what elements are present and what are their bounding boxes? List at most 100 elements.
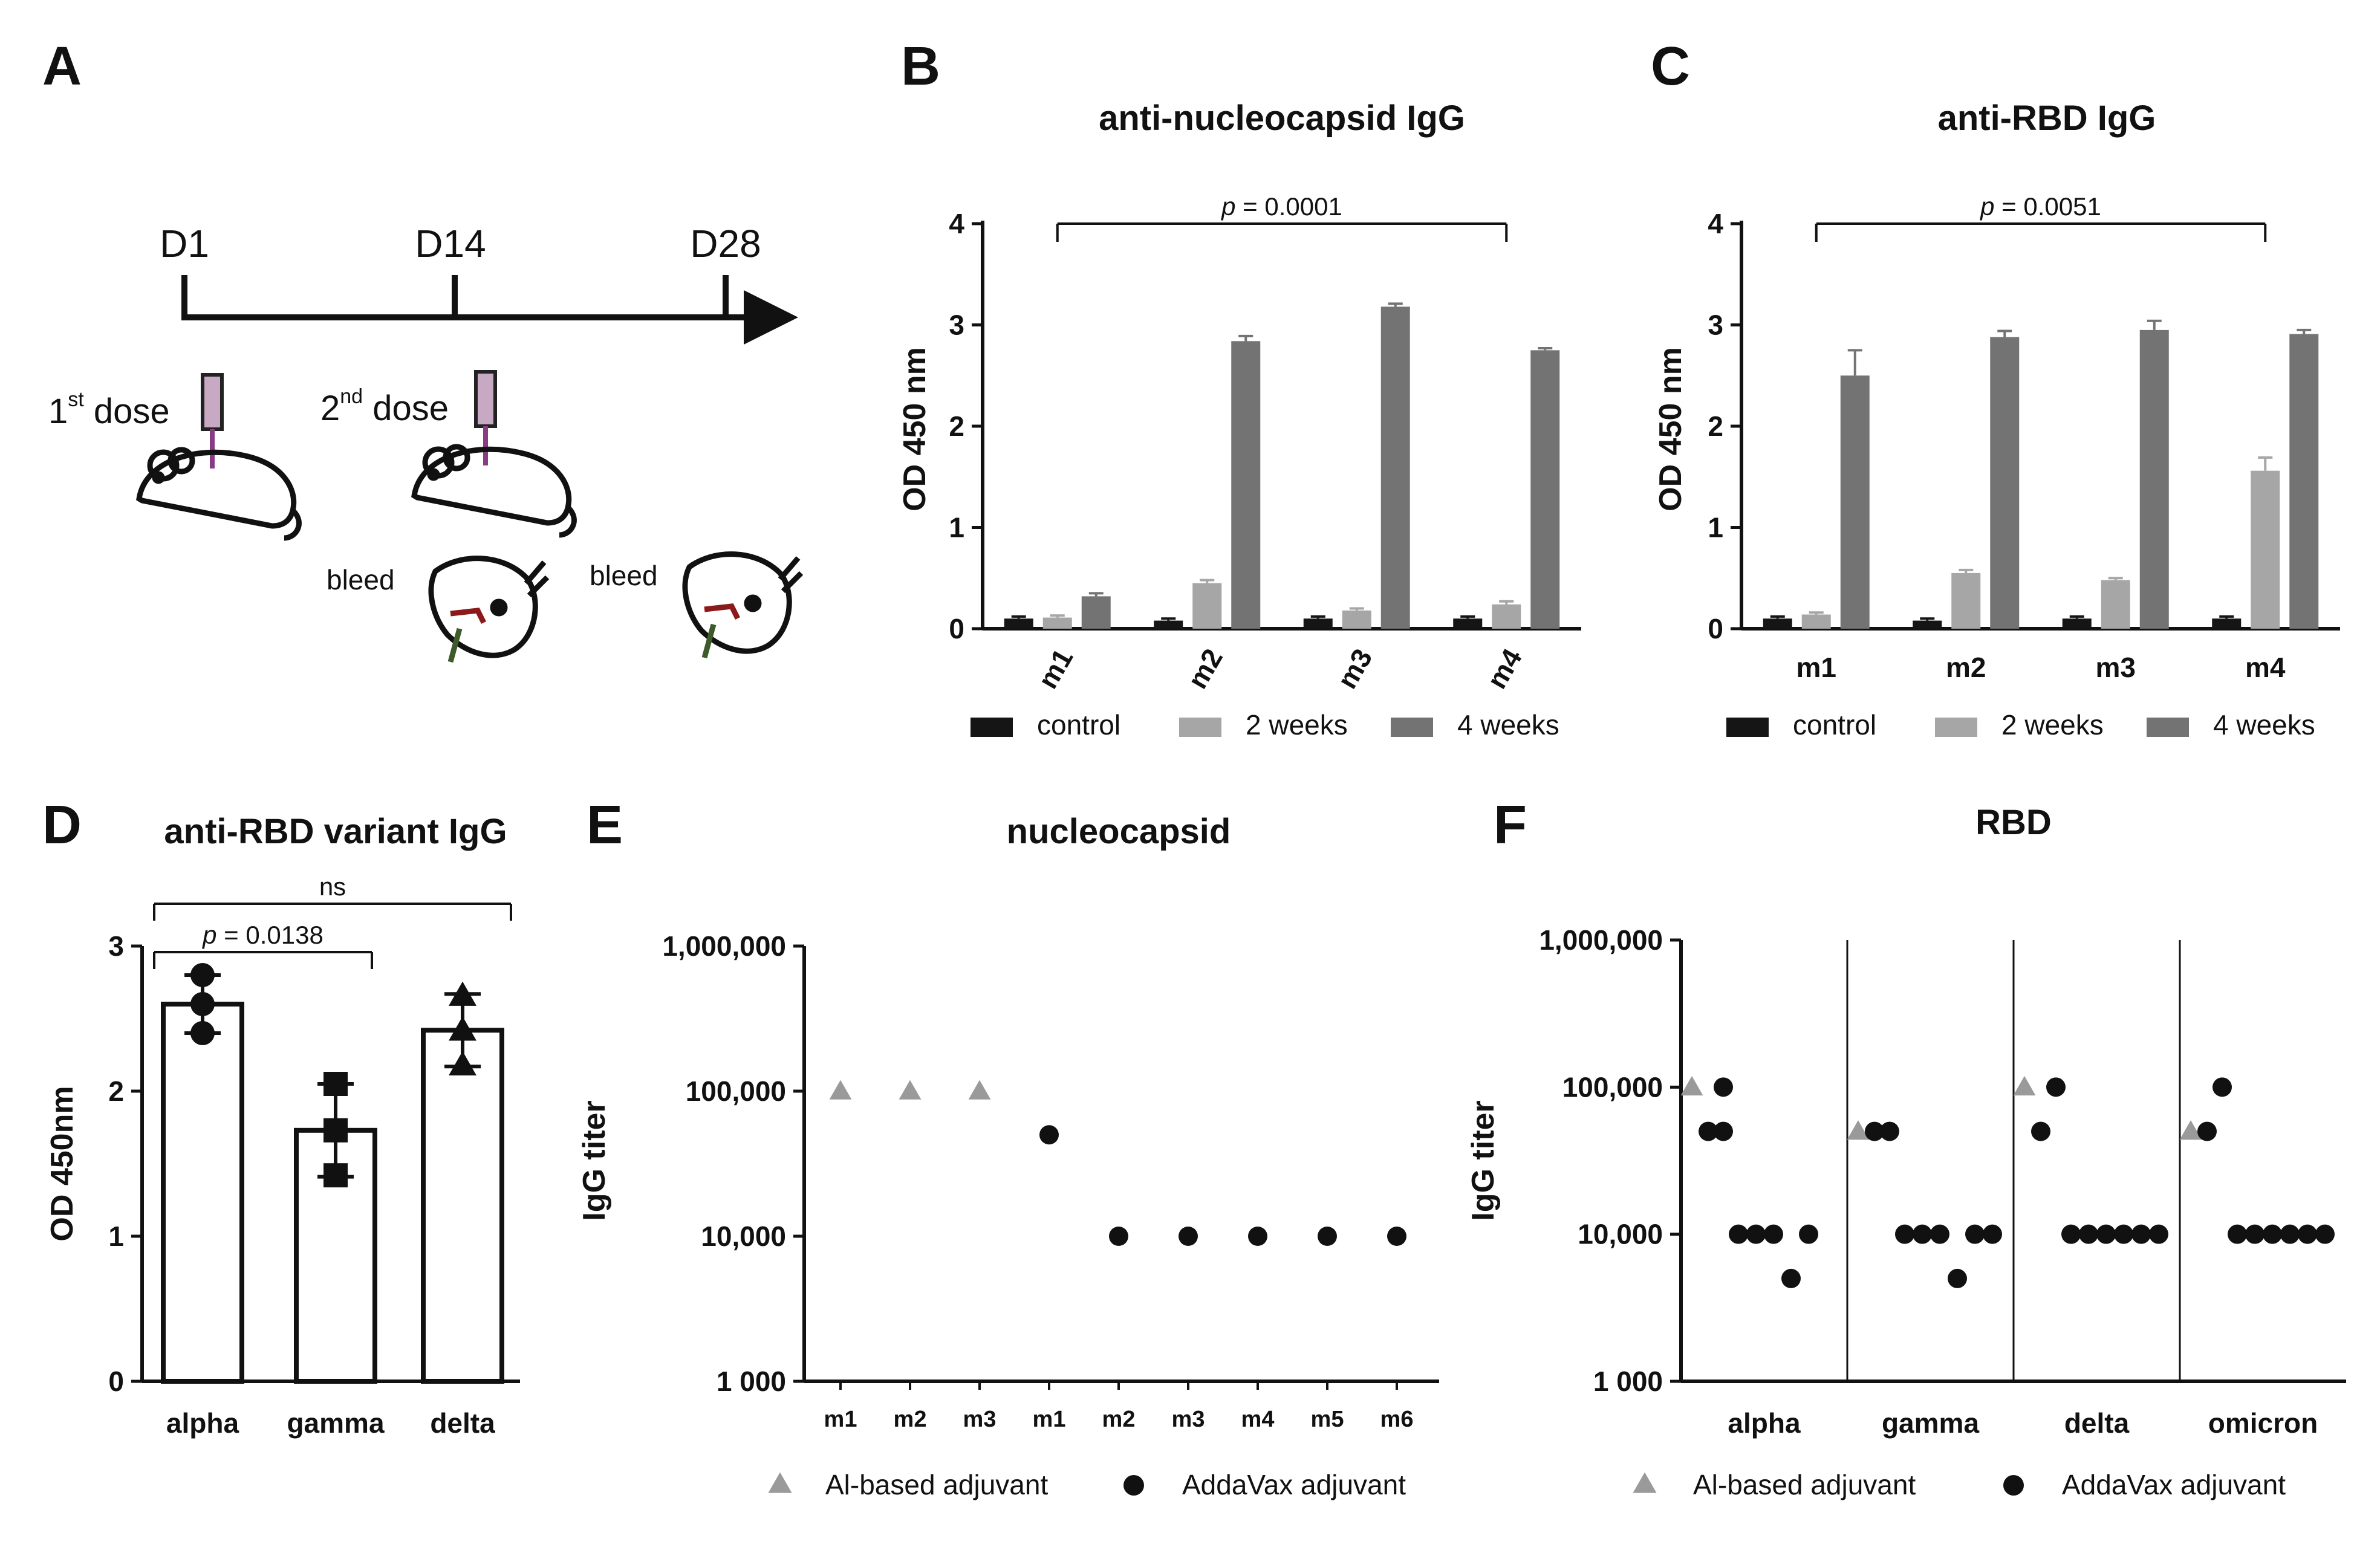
bar xyxy=(1492,604,1521,629)
addavax-point xyxy=(2046,1077,2066,1097)
dose-1-label: 1st dose xyxy=(48,388,170,431)
y-tick-label: 3 xyxy=(108,930,124,962)
addavax-point xyxy=(1781,1268,1801,1288)
legend-swatch xyxy=(971,718,1013,737)
p-symbol: p xyxy=(1979,192,1994,221)
data-point xyxy=(190,992,215,1016)
comparison-text: ns xyxy=(319,872,346,901)
x-tick-label: m3 xyxy=(963,1407,997,1432)
addavax-point xyxy=(1248,1227,1267,1246)
addavax-point xyxy=(1965,1224,1985,1244)
addavax-point xyxy=(1109,1227,1128,1246)
al-adjuvant-point xyxy=(1680,1075,1703,1096)
panel-d-title: anti-RBD variant IgG xyxy=(164,812,507,851)
addavax-point xyxy=(2061,1224,2081,1244)
mouse-icon xyxy=(136,447,302,541)
timepoint-d14: D14 xyxy=(415,222,486,265)
bar xyxy=(421,1028,504,1384)
bar xyxy=(1990,337,2020,629)
x-tick-label: alpha xyxy=(1728,1407,1801,1439)
y-tick-label: 2 xyxy=(1708,410,1723,442)
bar xyxy=(2251,470,2280,629)
addavax-point xyxy=(2298,1224,2317,1244)
x-tick-label: m2 xyxy=(1102,1407,1136,1432)
panel-e-chart: E nucleocapsid IgG titer 1 000 10,000 100,… xyxy=(577,795,1439,1500)
data-point xyxy=(449,1016,476,1041)
addavax-point xyxy=(1948,1268,1967,1288)
x-tick-label: alpha xyxy=(166,1407,239,1439)
y-tick-label: 2 xyxy=(108,1075,124,1107)
bar xyxy=(2212,618,2242,629)
panel-f-chart: F RBD IgG titer 1 000 10,000 100,000 1,000,… xyxy=(1466,795,2346,1500)
syringe-icon xyxy=(201,373,224,468)
x-tick-label: m1 xyxy=(1033,1407,1066,1432)
data-point xyxy=(190,963,215,987)
legend-label: 2 weeks xyxy=(1246,709,1348,741)
y-tick-label: 0 xyxy=(1708,613,1723,644)
bar xyxy=(1042,617,1072,629)
panel-e-ylabel: IgG titer xyxy=(577,1100,612,1221)
x-tick-label: m2 xyxy=(1946,652,1986,683)
x-tick-label: m1 xyxy=(1032,643,1079,694)
legend-label: control xyxy=(1793,709,1876,741)
legend-swatch xyxy=(1726,718,1769,737)
bar xyxy=(2139,329,2169,629)
bar xyxy=(1342,610,1371,629)
x-tick-label: delta xyxy=(430,1407,495,1439)
y-tick-label: 1 000 xyxy=(717,1366,786,1397)
panel-d-letter: D xyxy=(42,795,82,855)
y-tick-label: 10,000 xyxy=(1578,1219,1663,1250)
bar xyxy=(1763,618,1792,629)
bar xyxy=(1154,620,1183,629)
legend-label: 4 weeks xyxy=(1457,709,1559,741)
panel-c-ylabel: OD 450 nm xyxy=(1653,347,1688,511)
panel-f-title: RBD xyxy=(1975,803,2052,842)
al-adjuvant-point xyxy=(2013,1075,2036,1096)
timeline-arrow xyxy=(181,275,798,345)
addavax-point xyxy=(1895,1224,1914,1244)
y-tick-label: 1 xyxy=(949,512,964,543)
panel-b-letter: B xyxy=(901,36,940,97)
timepoint-d28: D28 xyxy=(690,222,761,265)
addavax-point xyxy=(1799,1224,1818,1244)
bar xyxy=(1913,620,1942,629)
x-tick-label: m2 xyxy=(1182,643,1229,694)
mouse-head-bleed-icon xyxy=(682,551,804,659)
addavax-point xyxy=(2228,1224,2247,1244)
y-tick-label: 0 xyxy=(108,1366,124,1397)
y-tick-label: 0 xyxy=(949,613,964,644)
addavax-point xyxy=(1039,1125,1059,1145)
legend-label: Al-based adjuvant xyxy=(1693,1469,1916,1500)
panel-b-chart: B anti-nucleocapsid IgG OD 450 nm 0 1 2 3 4 m… xyxy=(897,36,1581,741)
bar xyxy=(1231,341,1261,629)
x-tick-label: m3 xyxy=(1331,643,1378,694)
x-tick-label: gamma xyxy=(287,1407,384,1439)
bar xyxy=(1380,306,1410,629)
legend-label: Al-based adjuvant xyxy=(825,1469,1048,1500)
addavax-point xyxy=(1387,1227,1406,1246)
x-tick-label: m2 xyxy=(894,1407,927,1432)
addavax-point xyxy=(2280,1224,2300,1244)
addavax-point xyxy=(2096,1224,2116,1244)
addavax-point xyxy=(1729,1224,1748,1244)
addavax-point xyxy=(1880,1121,1899,1141)
panel-e-letter: E xyxy=(587,795,623,855)
x-tick-label: delta xyxy=(2064,1407,2130,1439)
data-point xyxy=(449,981,476,1006)
bleed-2-label: bleed xyxy=(590,560,658,591)
addavax-point xyxy=(1913,1224,1932,1244)
addavax-point xyxy=(1930,1224,1949,1244)
x-tick-label: gamma xyxy=(1882,1407,1979,1439)
panel-c-letter: C xyxy=(1651,36,1690,97)
panel-c-title: anti-RBD IgG xyxy=(1938,99,2156,138)
bar xyxy=(1192,583,1222,629)
panel-d-chart: D anti-RBD variant IgG OD 450nm 0 1 2 3 alph… xyxy=(42,795,520,1439)
y-tick-label: 3 xyxy=(1708,310,1723,341)
bar xyxy=(1081,596,1111,629)
addavax-point xyxy=(2245,1224,2265,1244)
x-tick-label: m4 xyxy=(1481,643,1528,694)
al-adjuvant-point xyxy=(899,1080,922,1100)
p-value-text: = 0.0051 xyxy=(1995,192,2101,221)
y-tick-label: 1 xyxy=(1708,512,1723,543)
